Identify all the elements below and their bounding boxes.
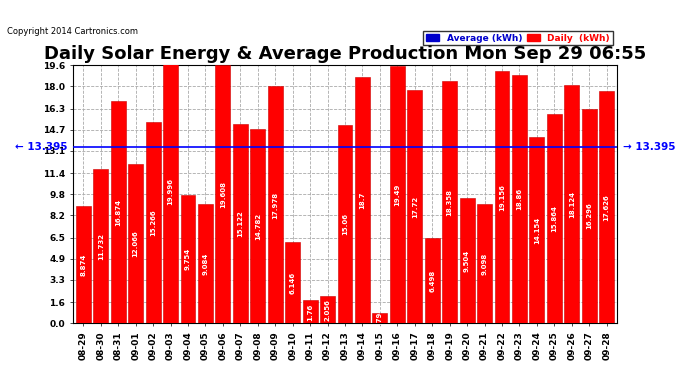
Bar [373, 313, 387, 324]
Bar [93, 169, 108, 324]
Text: 16.296: 16.296 [586, 202, 592, 229]
Bar [198, 204, 213, 324]
Bar [425, 238, 440, 324]
Bar [250, 129, 265, 324]
Text: 15.266: 15.266 [150, 210, 156, 236]
Text: 8.874: 8.874 [80, 254, 86, 276]
Text: ← 13.395: ← 13.395 [15, 142, 68, 152]
Bar [355, 77, 370, 324]
Bar [564, 84, 579, 324]
Title: Daily Solar Energy & Average Production Mon Sep 29 06:55: Daily Solar Energy & Average Production … [44, 45, 646, 63]
Bar [407, 90, 422, 324]
Text: 0.794: 0.794 [377, 307, 383, 330]
Text: 2.056: 2.056 [324, 299, 331, 321]
Bar [215, 65, 230, 324]
Text: 19.996: 19.996 [168, 178, 174, 205]
Bar [512, 75, 527, 324]
Bar [442, 81, 457, 324]
Text: 9.084: 9.084 [202, 252, 208, 275]
Text: 14.154: 14.154 [534, 216, 540, 244]
Bar [582, 109, 597, 324]
Text: 17.72: 17.72 [412, 196, 417, 218]
Text: 11.732: 11.732 [98, 232, 104, 260]
Bar [547, 114, 562, 324]
Bar [320, 296, 335, 324]
Text: 1.76: 1.76 [307, 303, 313, 321]
Bar [163, 60, 178, 324]
Bar [128, 164, 143, 324]
Bar [477, 204, 492, 324]
Text: Copyright 2014 Cartronics.com: Copyright 2014 Cartronics.com [7, 27, 138, 36]
Text: 17.978: 17.978 [273, 191, 278, 219]
Text: 12.066: 12.066 [132, 231, 139, 257]
Text: 17.626: 17.626 [604, 194, 610, 220]
Bar [600, 91, 614, 324]
Text: 15.122: 15.122 [237, 210, 244, 237]
Bar [337, 125, 353, 324]
Text: 15.864: 15.864 [551, 206, 558, 232]
Bar [529, 137, 544, 324]
Text: 18.86: 18.86 [516, 188, 522, 210]
Bar [460, 198, 475, 324]
Legend: Average (kWh), Daily  (kWh): Average (kWh), Daily (kWh) [423, 31, 613, 45]
Text: 9.504: 9.504 [464, 250, 470, 272]
Text: 9.098: 9.098 [482, 252, 488, 274]
Bar [390, 66, 405, 324]
Bar [233, 124, 248, 324]
Text: 6.146: 6.146 [290, 272, 295, 294]
Text: 19.608: 19.608 [220, 181, 226, 208]
Text: 9.754: 9.754 [185, 248, 191, 270]
Bar [181, 195, 195, 324]
Text: 16.874: 16.874 [115, 199, 121, 226]
Bar [495, 71, 509, 324]
Text: 15.06: 15.06 [342, 213, 348, 235]
Text: 18.7: 18.7 [359, 192, 366, 209]
Bar [303, 300, 317, 324]
Bar [285, 243, 300, 324]
Text: 6.498: 6.498 [429, 270, 435, 292]
Bar [146, 122, 161, 324]
Bar [111, 101, 126, 324]
Bar [76, 207, 90, 324]
Text: 18.124: 18.124 [569, 190, 575, 217]
Text: 19.49: 19.49 [395, 184, 400, 206]
Text: 18.358: 18.358 [446, 189, 453, 216]
Text: 14.782: 14.782 [255, 213, 261, 240]
Bar [268, 86, 283, 324]
Text: 19.156: 19.156 [499, 184, 505, 211]
Text: → 13.395: → 13.395 [622, 142, 675, 152]
